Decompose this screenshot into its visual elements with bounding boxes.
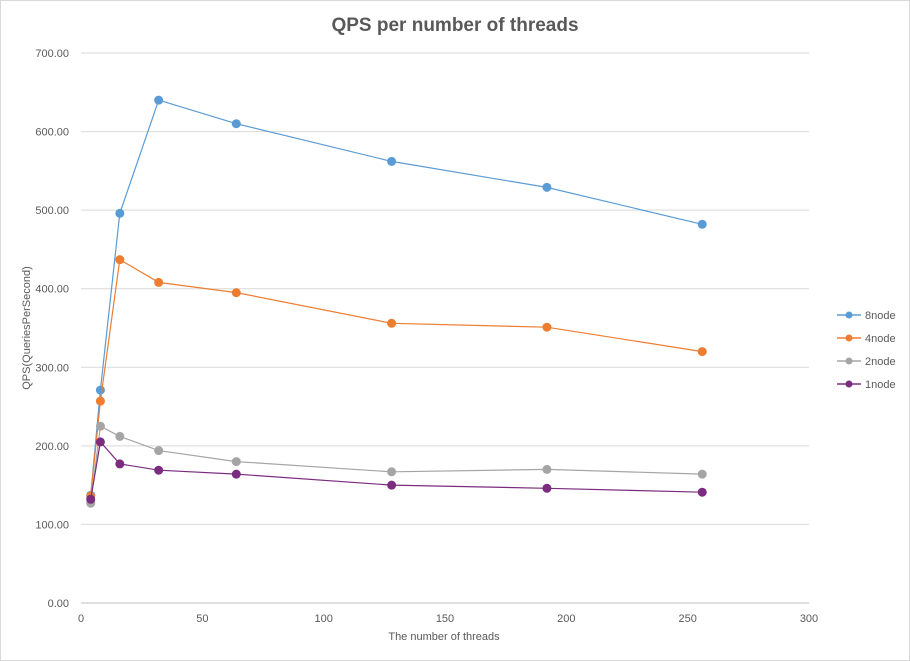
legend-label: 8node [865,310,896,322]
y-tick-label: 600.00 [35,127,69,139]
data-point [154,465,164,475]
data-point [95,421,105,431]
data-point [154,446,164,456]
x-tick-label: 50 [196,613,208,625]
data-point [115,255,125,265]
data-point [697,219,707,229]
y-tick-label: 500.00 [35,205,69,217]
y-tick-label: 0.00 [48,598,69,610]
series-line [90,258,703,497]
data-point [542,483,552,493]
y-axis: 0.00 100.00 200.00 300.00 400.00 500.00 600.00… [35,48,69,610]
x-tick-label: 250 [678,613,696,625]
x-axis: 0 50 100 150 200 250 300 [78,613,818,625]
data-point [95,385,105,395]
series-1node [86,437,707,504]
legend-item-1node[interactable]: 1node [837,379,896,391]
data-point [387,480,397,490]
legend-item-4node[interactable]: 4node [837,333,896,345]
data-point [542,464,552,474]
series-2node [86,421,707,508]
data-point [697,469,707,479]
data-point [697,347,707,357]
y-tick-label: 400.00 [35,284,69,296]
gridlines [81,52,809,604]
series-4node [86,255,707,501]
y-tick-label: 300.00 [35,362,69,374]
y-tick-label: 700.00 [35,48,69,60]
data-point [231,119,241,129]
series-8node [86,95,707,500]
x-tick-label: 100 [314,613,332,625]
data-point [231,469,241,479]
legend-marker [845,357,853,365]
data-point [154,277,164,287]
legend-marker [845,380,853,388]
legend-label: 2node [865,356,896,368]
data-point [542,182,552,192]
data-point [86,494,96,504]
data-point [387,156,397,166]
data-point [95,437,105,447]
series-line [90,425,703,504]
y-axis-label: QPS(QueriesPerSecond) [21,266,33,390]
y-tick-label: 100.00 [35,519,69,531]
legend-label: 1node [865,379,896,391]
data-point [231,288,241,298]
data-point [115,208,125,218]
data-point [387,467,397,477]
legend-marker [845,311,853,319]
x-tick-label: 150 [436,613,454,625]
x-tick-label: 200 [557,613,575,625]
x-tick-label: 300 [800,613,818,625]
data-point [387,318,397,328]
legend-item-2node[interactable]: 2node [837,356,896,368]
legend-item-8node[interactable]: 8node [837,310,896,322]
chart-title: QPS per number of threads [331,15,578,36]
data-point [697,487,707,497]
data-point [95,396,105,406]
series-line [90,99,703,496]
legend-label: 4node [865,333,896,345]
x-tick-label: 0 [78,613,84,625]
data-point [542,322,552,332]
series-layer [86,95,707,508]
legend-marker [845,334,853,342]
data-point [115,459,125,469]
legend[interactable]: 8node 4node 2node 1node [837,310,896,391]
series-line [90,440,703,500]
data-point [231,457,241,467]
data-point [115,431,125,441]
x-axis-label: The number of threads [388,631,500,643]
data-point [154,95,164,105]
y-tick-label: 200.00 [35,441,69,453]
